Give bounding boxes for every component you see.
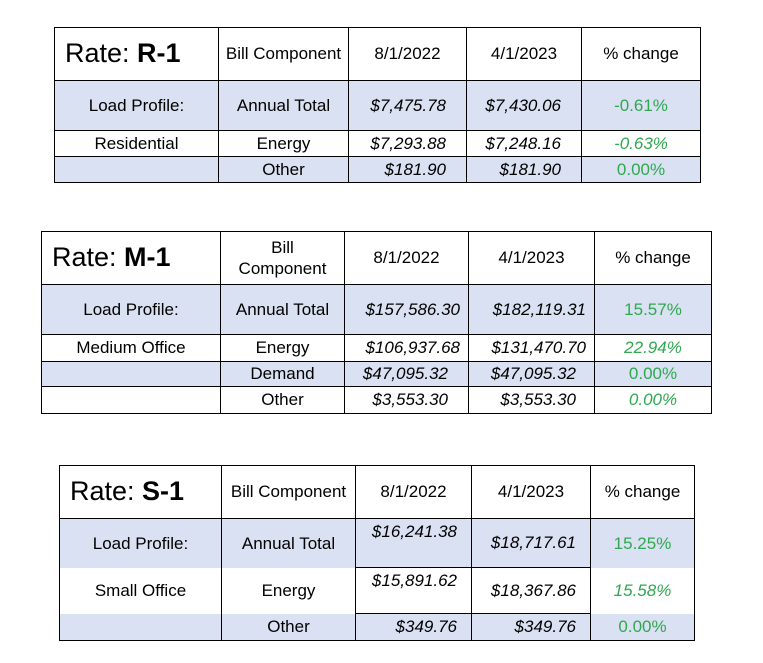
empty-cell [41,386,221,414]
value-date-2: $18,717.61 [471,518,591,568]
value-date-2: $349.76 [471,613,591,641]
percent-change: 0.00% [594,386,712,414]
load-profile-label: Load Profile: [41,284,221,335]
rate-title: Rate: M-1 [41,231,221,285]
value-date-1: $157,586.30 [344,284,469,335]
component-cell: Energy [221,567,356,614]
table-row: Load Profile: Annual Total $157,586.30 $… [41,284,712,335]
header-bill-component: Bill Component [221,465,356,519]
value-date-2: $3,553.30 [468,386,595,414]
table-row: Small Office Energy $15,891.62 $18,367.8… [59,567,695,614]
load-profile-label: Load Profile: [59,518,222,568]
value-date-2: $131,470.70 [468,334,595,362]
table-row: Other $349.76 $349.76 0.00% [59,613,695,641]
value-date-2: $181.90 [466,156,582,183]
value-date-1: $106,937.68 [344,334,469,362]
rate-table-m1: Rate: M-1 Bill Component 8/1/2022 4/1/20… [41,231,712,414]
percent-change: 22.94% [594,334,712,362]
header-date-2: 4/1/2023 [466,27,582,81]
component-cell: Other [218,156,349,183]
rate-title: Rate: S-1 [59,465,222,519]
value-date-2: $47,095.32 [468,361,595,387]
header-percent-change: % change [594,231,712,285]
rate-table-r1: Rate: R-1 Bill Component 8/1/2022 4/1/20… [54,27,701,183]
load-profile-value: Residential [54,130,219,157]
value-date-1: $3,553.30 [344,386,469,414]
header-bill-component: Bill Component [220,231,345,285]
value-date-2: $7,430.06 [466,80,582,131]
value-date-2: $7,248.16 [466,130,582,157]
component-cell: Annual Total [221,518,356,568]
table-row: Load Profile: Annual Total $16,241.38 $1… [59,518,695,568]
header-date-2: 4/1/2023 [471,465,591,519]
table-row: Load Profile: Annual Total $7,475.78 $7,… [54,80,701,131]
percent-change: -0.61% [581,80,701,131]
value-date-1: $7,293.88 [348,130,467,157]
component-cell: Other [220,386,345,414]
table-row: Other $3,553.30 $3,553.30 0.00% [41,386,712,414]
value-date-1: $16,241.38 [355,518,472,568]
rate-title: Rate: R-1 [54,27,219,81]
table-row: Demand $47,095.32 $47,095.32 0.00% [41,361,712,387]
empty-cell [41,361,221,387]
load-profile-value: Medium Office [41,334,221,362]
value-date-1: $349.76 [355,613,472,641]
header-date-1: 8/1/2022 [355,465,472,519]
table-row: Medium Office Energy $106,937.68 $131,47… [41,334,712,362]
rate-code: S-1 [142,476,185,507]
header-date-2: 4/1/2023 [468,231,595,285]
value-date-2: $182,119.31 [468,284,595,335]
value-date-1: $181.90 [348,156,467,183]
header-date-1: 8/1/2022 [348,27,467,81]
load-profile-value: Small Office [59,567,222,614]
empty-cell [54,156,219,183]
percent-change: 15.57% [594,284,712,335]
component-cell: Energy [220,334,345,362]
value-date-1: $47,095.32 [344,361,469,387]
component-cell: Annual Total [220,284,345,335]
rate-code: M-1 [124,242,171,273]
percent-change: 15.25% [590,518,695,568]
percent-change: 0.00% [594,361,712,387]
header-date-1: 8/1/2022 [344,231,469,285]
percent-change: -0.63% [581,130,701,157]
load-profile-label: Load Profile: [54,80,219,131]
percent-change: 0.00% [590,613,695,641]
table-row: Other $181.90 $181.90 0.00% [54,156,701,183]
percent-change: 0.00% [581,156,701,183]
header-bill-component: Bill Component [218,27,349,81]
rate-table-s1: Rate: S-1 Bill Component 8/1/2022 4/1/20… [59,465,695,641]
header-percent-change: % change [581,27,701,81]
component-cell: Energy [218,130,349,157]
value-date-2: $18,367.86 [471,567,591,614]
component-cell: Other [221,613,356,641]
percent-change: 15.58% [590,567,695,614]
component-cell: Demand [220,361,345,387]
value-date-1: $15,891.62 [355,567,472,614]
header-percent-change: % change [590,465,695,519]
table-row: Residential Energy $7,293.88 $7,248.16 -… [54,130,701,157]
rate-code: R-1 [137,38,181,69]
empty-cell [59,613,222,641]
component-cell: Annual Total [218,80,349,131]
value-date-1: $7,475.78 [348,80,467,131]
